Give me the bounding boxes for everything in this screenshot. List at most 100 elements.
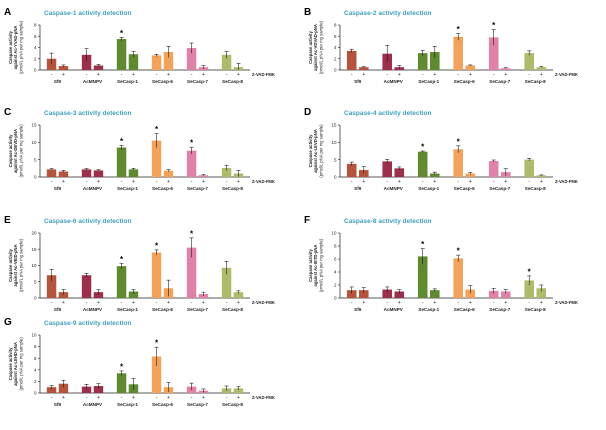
bar-acmnpv-plus [93,65,104,70]
panel-title: Caspase-3 activity detection [44,110,131,117]
condition-label: + [433,300,436,306]
condition-label: - [51,179,53,185]
panel-title: Caspase-1 activity detection [44,10,131,17]
condition-label: - [422,179,424,185]
bar-sf9-minus [346,163,357,177]
condition-label: + [504,179,507,185]
bar-acmnpv-minus [81,169,92,177]
condition-label: - [351,179,353,185]
group-label: SeCasp-8 [222,402,243,407]
condition-label: - [386,179,388,185]
panel-title: Caspase-9 activity detection [44,320,131,327]
group-label: AcMNPV [83,79,103,84]
condition-label: + [62,395,65,401]
group-label: SeCasp-8 [222,186,243,191]
condition-label: + [97,300,100,306]
panel-title: Caspase-4 activity detection [344,110,431,117]
condition-label: + [504,72,507,78]
condition-label: - [191,72,193,78]
treatment-label: Z-VAD-FMK [252,72,275,77]
bar-secasp-6-minus [453,149,464,177]
panel-a: A Caspase-1 activity detection Caspase act… [4,7,275,84]
bar-sf9-minus [46,169,57,177]
group-label: SeCasp-8 [525,186,546,191]
y-axis-label: Caspase activity [8,30,13,63]
bar-secasp-6-minus [453,258,464,298]
y-axis-label: against Ac-VEID-pNA [13,244,18,286]
y-axis-label: (pmol/L pNA per mg sample) [18,124,23,178]
panel-b: B Caspase-2 activity detection Caspase act… [304,7,578,84]
condition-label: - [493,72,495,78]
bar-secasp-6-plus [465,173,476,177]
y-tick-label: 0 [34,175,37,180]
y-tick-label: 6 [34,34,37,39]
bar-sf9-plus [58,66,69,70]
group-label: SeCasp-8 [222,79,243,84]
y-axis-label: Caspase activity [308,134,313,167]
condition-label: + [540,300,543,306]
panel-title: Caspase-6 activity detection [44,218,131,225]
condition-label: + [398,72,401,78]
condition-label: - [422,72,424,78]
condition-label: + [362,72,365,78]
bar-secasp-7-minus [488,37,499,70]
bar-secasp-6-minus [453,36,464,70]
panel-f: F Caspase-8 activity detection Caspase act… [304,215,578,312]
condition-label: - [121,72,123,78]
y-tick-label: 6 [334,34,337,39]
y-tick-label: 8 [34,23,37,28]
y-axis-label: Caspase activity [8,347,13,380]
y-axis-label: (pmol/L pNA per mg sample) [318,20,323,74]
bar-secasp-1-plus [128,291,139,298]
bar-secasp-8-plus [536,175,547,177]
y-tick-label: 15 [331,123,337,128]
condition-label: + [469,179,472,185]
group-label: SeCasp-6 [152,79,173,84]
significance-asterisk: * [120,137,124,146]
y-axis-label: Caspase activity [8,134,13,167]
y-axis-label: Caspase activity [308,248,313,281]
bar-secasp-1-minus [417,256,428,298]
condition-label: - [528,72,530,78]
bar-sf9-plus [358,67,369,70]
y-tick-label: 6 [334,257,337,262]
bar-secasp-1-minus [116,266,127,298]
condition-label: - [528,300,530,306]
condition-label: - [51,72,53,78]
condition-label: + [398,300,401,306]
group-label: SeCasp-1 [418,307,439,312]
bar-secasp-7-minus [186,48,197,70]
group-label: SeCasp-1 [418,186,439,191]
condition-label: + [97,395,100,401]
significance-asterisk: * [120,255,124,264]
treatment-label: Z-VAD-FMK [252,395,275,400]
condition-label: - [226,179,228,185]
y-tick-label: 15 [31,123,37,128]
significance-asterisk: * [457,247,461,256]
bar-acmnpv-minus [81,275,92,298]
bar-secasp-8-minus [524,53,535,70]
bar-sf9-plus [358,290,369,298]
y-tick-label: 0 [34,391,37,396]
group-label: SeCasp-6 [152,402,173,407]
panel-letter: E [4,215,11,226]
bar-secasp-1-minus [116,39,127,70]
condition-label: - [156,395,158,401]
group-label: AcMNPV [83,186,103,191]
y-axis-label: Caspase activity [308,30,313,63]
condition-label: - [528,179,530,185]
bar-secasp-8-minus [221,267,232,298]
bar-secasp-8-minus [221,167,232,177]
condition-label: + [202,72,205,78]
bar-acmnpv-plus [394,291,405,298]
bar-sf9-minus [46,387,57,393]
condition-label: - [121,300,123,306]
condition-label: + [132,300,135,306]
y-axis-label: against Ac-LEHD-pNA [13,342,18,386]
bar-secasp-1-plus [429,290,440,298]
panel-letter: A [4,7,11,18]
group-label: SeCasp-1 [117,186,138,191]
group-label: Sf9 [54,402,62,407]
y-tick-label: 4 [334,270,337,275]
condition-label: + [237,300,240,306]
